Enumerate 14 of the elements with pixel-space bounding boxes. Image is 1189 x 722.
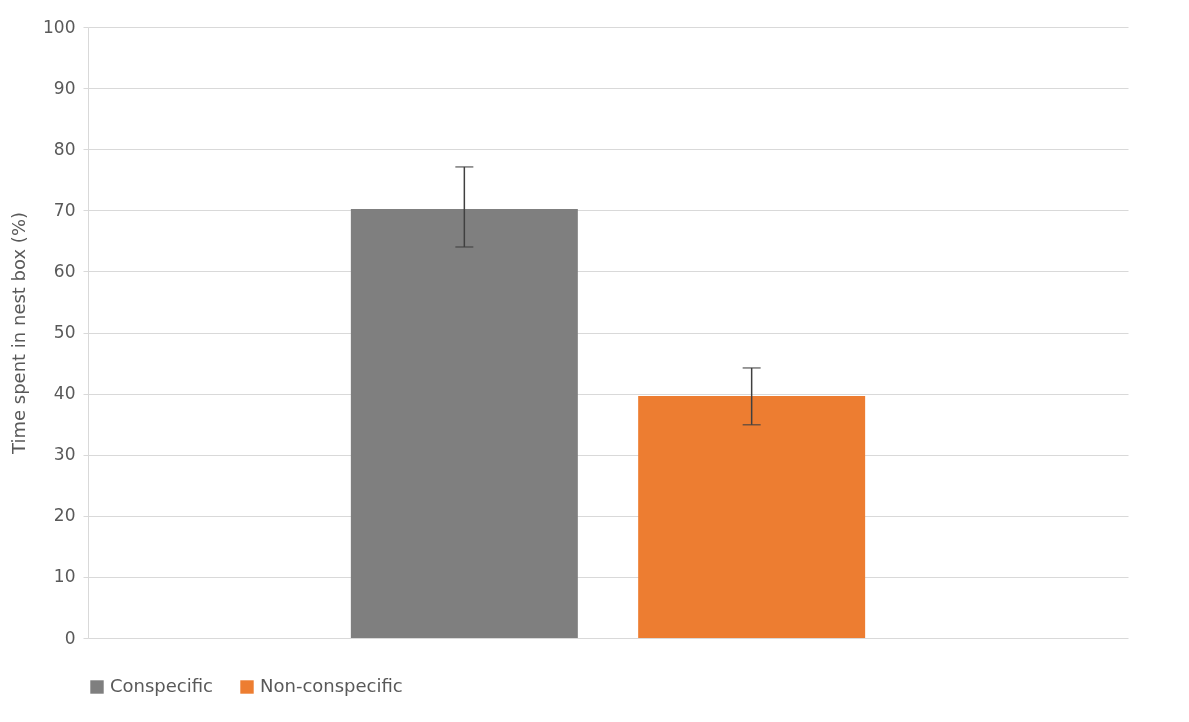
legend-label: Conspecific [110, 675, 213, 696]
y-tick-label: 30 [53, 444, 76, 465]
y-tick-label: 80 [53, 138, 76, 159]
y-tick-label: 90 [53, 77, 76, 98]
y-tick-label: 10 [53, 566, 76, 587]
y-tick-label: 20 [53, 505, 76, 526]
y-tick-label: 50 [53, 322, 76, 342]
y-tick-label: 100 [43, 16, 76, 37]
y-tick-label: 70 [53, 199, 76, 220]
y-axis-title: Time spent in nest box (%) [8, 211, 30, 456]
y-tick-label: 60 [53, 260, 76, 281]
y-tick-label: 0 [64, 627, 76, 648]
legend-label: Non-conspecific [260, 675, 403, 696]
y-tick-label: 40 [53, 383, 76, 404]
